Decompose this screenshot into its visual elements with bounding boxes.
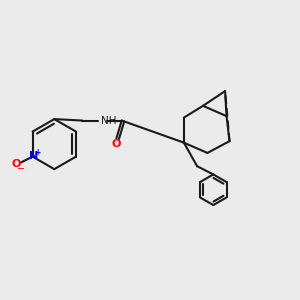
- Text: NH: NH: [100, 116, 116, 126]
- Text: O: O: [111, 139, 121, 149]
- Text: −: −: [17, 164, 25, 174]
- Text: O: O: [12, 159, 21, 169]
- Text: N: N: [29, 151, 38, 161]
- Text: +: +: [34, 148, 40, 157]
